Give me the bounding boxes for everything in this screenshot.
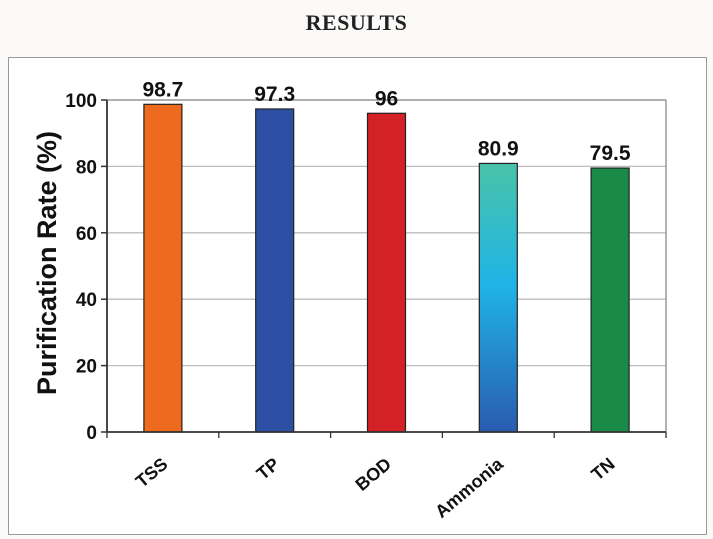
bar-bod xyxy=(366,112,407,433)
data-label-bod: 96 xyxy=(375,87,398,110)
y-axis-title: Purification Rate (%) xyxy=(32,131,62,395)
x-tick-label-tn: TN xyxy=(587,454,618,485)
x-tick-label-tp: TP xyxy=(253,454,283,484)
bar-tp xyxy=(255,108,295,433)
x-tick-label-ammonia: Ammonia xyxy=(431,453,507,522)
bar-ammonia xyxy=(478,162,518,433)
y-tick-label: 60 xyxy=(76,224,97,245)
bar-tn xyxy=(590,167,630,433)
y-tick-label: 80 xyxy=(76,157,97,178)
x-tick-label-bod: BOD xyxy=(352,454,395,495)
data-label-tp: 97.3 xyxy=(254,83,295,106)
y-tick-label: 40 xyxy=(76,290,97,311)
data-label-tn: 79.5 xyxy=(590,142,631,165)
x-tick-label-tss: TSS xyxy=(132,454,172,492)
y-tick-label: 100 xyxy=(65,91,97,112)
axes xyxy=(101,99,667,438)
y-tick-label: 0 xyxy=(86,423,97,444)
y-tick-label: 20 xyxy=(76,357,97,378)
data-label-ammonia: 80.9 xyxy=(478,137,519,160)
bar-tss xyxy=(143,103,183,433)
page-title: RESULTS xyxy=(305,10,408,35)
data-label-tss: 98.7 xyxy=(142,78,183,101)
bars xyxy=(143,103,630,433)
